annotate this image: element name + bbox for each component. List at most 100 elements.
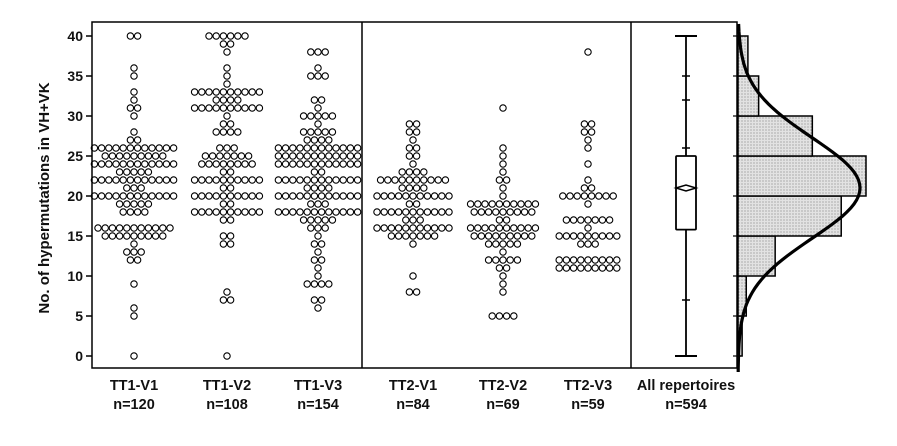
data-point [307, 48, 315, 56]
data-point [226, 200, 235, 208]
data-point [353, 208, 362, 216]
data-point [605, 264, 614, 272]
data-point [513, 208, 522, 216]
data-point [517, 200, 525, 208]
data-point [299, 216, 308, 224]
data-point [141, 208, 149, 216]
data-point [531, 200, 540, 208]
data-point [314, 224, 322, 232]
data-point [531, 224, 540, 232]
data-point [591, 232, 599, 240]
data-point [133, 192, 142, 200]
data-point [130, 128, 138, 136]
data-point [477, 232, 486, 240]
data-point [317, 280, 326, 288]
data-point [328, 216, 337, 224]
data-point [598, 232, 607, 240]
data-point [584, 176, 592, 184]
data-point [339, 176, 347, 184]
data-point [584, 240, 592, 248]
data-point [310, 136, 319, 144]
data-point [506, 208, 514, 216]
data-point [602, 192, 610, 200]
data-point [226, 88, 235, 96]
data-point [499, 280, 507, 288]
y-axis-label: No. of hypermutations in VH+VK [36, 82, 53, 313]
data-point [513, 240, 522, 248]
x-n-label: n=84 [396, 397, 429, 413]
data-point [226, 192, 235, 200]
data-point [90, 176, 99, 184]
data-point [325, 208, 333, 216]
data-point [130, 224, 138, 232]
data-point [317, 192, 326, 200]
data-point [226, 32, 235, 40]
data-point [141, 160, 149, 168]
data-point [155, 176, 163, 184]
data-point [241, 88, 249, 96]
y-tick-label: 20 [67, 188, 83, 204]
data-point [274, 192, 283, 200]
data-point [205, 32, 213, 40]
data-point [499, 168, 507, 176]
data-point [591, 256, 599, 264]
data-point [226, 184, 235, 192]
data-point [470, 208, 478, 216]
data-point [517, 224, 525, 232]
data-point [524, 200, 532, 208]
data-point [495, 264, 504, 272]
data-point [234, 32, 242, 40]
data-point [445, 224, 453, 232]
data-point [314, 64, 322, 72]
data-point [577, 264, 585, 272]
summary-boxplot [673, 35, 699, 357]
data-point [219, 104, 228, 112]
data-point [248, 192, 256, 200]
data-point [394, 224, 403, 232]
data-point [317, 144, 326, 152]
data-point [119, 144, 127, 152]
data-point [321, 216, 329, 224]
x-category-label: All repertoires [637, 378, 735, 394]
data-point [90, 144, 99, 152]
data-point [105, 160, 113, 168]
data-point [481, 200, 489, 208]
data-point [412, 120, 421, 128]
data-point [289, 208, 297, 216]
data-point [387, 224, 396, 232]
data-point [339, 192, 347, 200]
data-point [105, 192, 113, 200]
data-point [346, 192, 355, 200]
data-point [584, 200, 592, 208]
data-point [130, 280, 138, 288]
data-point [255, 176, 264, 184]
data-point [205, 208, 213, 216]
data-point [325, 144, 333, 152]
data-point [321, 224, 329, 232]
data-point [416, 216, 424, 224]
data-point [162, 192, 171, 200]
data-point [169, 160, 178, 168]
data-point [562, 216, 571, 224]
data-point [97, 176, 106, 184]
data-point [219, 200, 228, 208]
data-point [126, 144, 135, 152]
data-point [412, 144, 421, 152]
data-point [303, 208, 311, 216]
data-point [569, 216, 578, 224]
data-point [130, 232, 138, 240]
data-point [577, 256, 585, 264]
data-point [484, 256, 493, 264]
data-point [281, 208, 290, 216]
data-point [223, 352, 231, 360]
data-point [321, 72, 329, 80]
data-point [314, 264, 322, 272]
data-point [115, 200, 124, 208]
data-point [274, 208, 283, 216]
data-point [346, 144, 355, 152]
data-point [144, 168, 153, 176]
data-point [133, 256, 142, 264]
data-point [339, 144, 347, 152]
data-point [112, 176, 120, 184]
data-point [123, 152, 131, 160]
